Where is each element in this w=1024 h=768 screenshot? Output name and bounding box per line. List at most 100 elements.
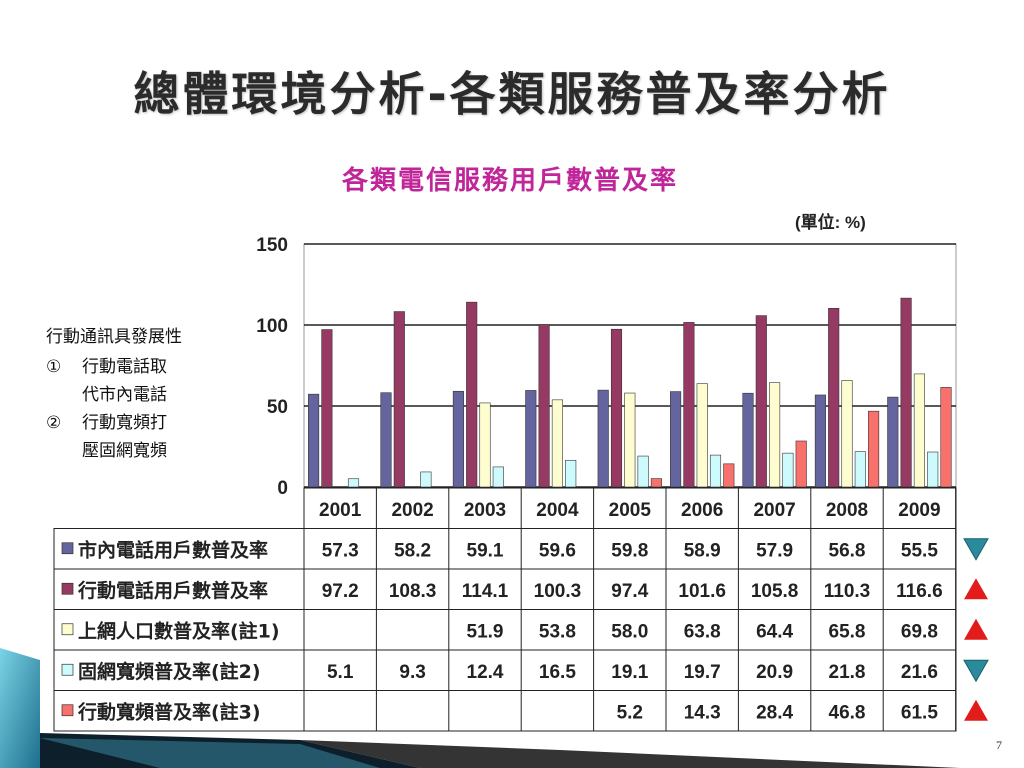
data-label: 14.3: [684, 703, 721, 724]
data-label: 105.8: [751, 581, 799, 602]
legend-series-name: 固網寬頻普及率(註2): [78, 660, 261, 683]
trend-down-icon: [963, 659, 989, 683]
bar: [814, 394, 826, 488]
y-tick-label: 50: [267, 397, 288, 418]
bar: [696, 383, 708, 488]
unit-label: (單位: %): [795, 213, 866, 232]
data-label: 12.4: [467, 662, 504, 683]
data-label: 108.3: [389, 581, 437, 602]
bar: [769, 382, 781, 488]
data-label: 100.3: [534, 581, 582, 602]
legend-series-name: 行動電話用戶數普及率: [77, 579, 268, 602]
bar: [466, 301, 478, 488]
legend-swatch: [61, 582, 74, 595]
data-label: 19.1: [611, 662, 648, 683]
bar: [538, 324, 550, 488]
data-label: 20.9: [756, 662, 793, 683]
x-category-label: 2003: [464, 500, 506, 521]
data-label: 9.3: [399, 662, 425, 683]
bar: [479, 402, 491, 488]
note-line: 壓固網寬頻: [82, 441, 167, 461]
bar: [597, 389, 609, 488]
legend-swatch: [61, 663, 74, 676]
data-label: 56.8: [829, 541, 866, 562]
data-label: 116.6: [896, 581, 943, 602]
data-label: 59.1: [467, 541, 504, 562]
bar: [551, 399, 563, 488]
bar: [525, 390, 537, 488]
bar: [308, 393, 320, 488]
data-label: 55.5: [901, 541, 938, 562]
data-label: 5.1: [327, 662, 354, 683]
bar: [393, 311, 405, 488]
bar: [900, 297, 912, 488]
bar: [624, 392, 636, 488]
bar: [723, 463, 735, 488]
legend-swatch: [61, 623, 74, 636]
bar: [492, 466, 504, 488]
x-category-label: 2009: [898, 500, 940, 521]
data-label: 28.4: [756, 703, 793, 724]
notes-heading: 行動通訊具發展性: [46, 327, 182, 347]
data-label: 16.5: [539, 662, 576, 683]
bar: [742, 392, 754, 488]
x-category-label: 2006: [681, 500, 723, 521]
data-label: 19.7: [684, 662, 721, 683]
side-notes: 行動通訊具發展性 ① 行動電話取 代市內電話 ② 行動寬頻打 壓固網寬頻: [46, 322, 256, 464]
x-category-label: 2002: [391, 500, 433, 521]
y-tick-label: 0: [277, 478, 288, 499]
bar: [650, 478, 662, 488]
bar: [610, 328, 623, 488]
x-category-label: 2001: [319, 500, 362, 521]
trend-up-icon: [964, 578, 988, 600]
bar: [940, 387, 952, 488]
data-label: 46.8: [829, 703, 866, 724]
x-category-label: 2008: [826, 500, 868, 521]
bar: [913, 373, 925, 488]
legend-series-name: 行動寬頻普及率(註3): [77, 701, 261, 724]
bar: [380, 392, 392, 488]
trend-up-icon: [964, 699, 988, 721]
trend-up-icon: [964, 618, 988, 640]
bar: [637, 455, 649, 488]
data-label: 97.2: [322, 581, 359, 602]
data-label: 97.4: [611, 581, 648, 602]
bar: [347, 478, 360, 488]
bar: [565, 459, 577, 488]
legend-swatch: [61, 542, 74, 555]
x-category-label: 2004: [536, 500, 579, 521]
bar: [683, 322, 695, 488]
bar: [755, 315, 767, 488]
table-row: [53, 568, 957, 610]
data-label: 61.5: [901, 703, 938, 724]
bar: [782, 452, 794, 488]
note-line: 行動寬頻打: [82, 413, 167, 433]
bar: [709, 454, 722, 488]
data-label: 110.3: [824, 581, 871, 602]
bar: [452, 390, 464, 488]
y-tick-label: 100: [256, 316, 288, 337]
x-category-label: 2007: [753, 500, 795, 521]
note-line: 行動電話取: [82, 357, 167, 377]
data-label: 58.0: [611, 622, 648, 643]
y-tick-label: 150: [256, 235, 288, 256]
data-label: 114.1: [462, 581, 509, 602]
data-label: 64.4: [756, 622, 793, 643]
data-label: 51.9: [467, 622, 504, 643]
data-label: 57.9: [756, 541, 793, 562]
data-label: 21.6: [901, 662, 938, 683]
bar: [420, 471, 432, 488]
legend-series-name: 上網人口數普及率(註1): [78, 620, 280, 643]
data-label: 21.8: [829, 662, 866, 683]
table-row: [53, 649, 957, 691]
data-label: 57.3: [322, 541, 359, 562]
data-label: 59.6: [539, 541, 576, 562]
bar: [927, 451, 939, 488]
note-item-1: ① 行動電話取: [46, 352, 256, 382]
bar: [868, 410, 880, 488]
bar: [670, 391, 682, 488]
table-row: [53, 528, 957, 570]
data-label: 101.6: [678, 581, 726, 602]
